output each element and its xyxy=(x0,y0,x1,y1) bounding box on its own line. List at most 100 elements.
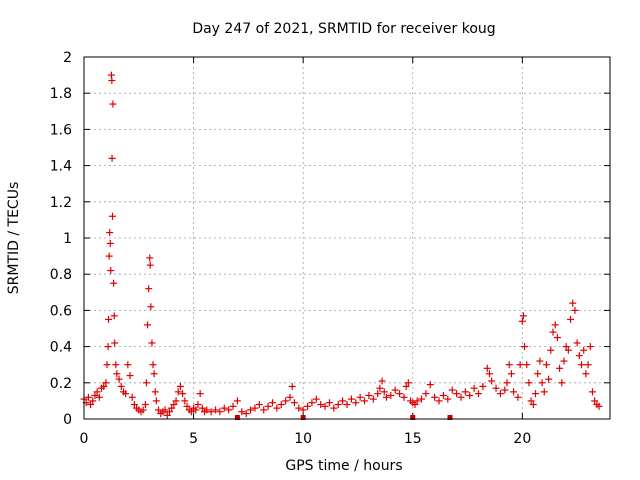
data-point xyxy=(141,401,149,409)
data-point xyxy=(374,390,382,398)
data-point xyxy=(591,397,599,405)
y-tick-label: 2 xyxy=(63,50,72,66)
data-point xyxy=(192,406,200,414)
data-point xyxy=(485,370,493,378)
y-tick-label: 0.4 xyxy=(50,340,72,356)
data-point xyxy=(411,401,419,409)
data-point xyxy=(488,377,496,385)
data-point xyxy=(108,154,116,162)
data-point xyxy=(422,390,430,398)
data-point xyxy=(376,384,384,392)
data-point xyxy=(551,321,559,329)
data-point xyxy=(155,406,163,414)
data-point xyxy=(387,391,395,399)
data-point xyxy=(330,404,338,412)
data-point xyxy=(109,100,117,108)
data-point xyxy=(542,361,550,369)
y-tick-label: 1.8 xyxy=(50,86,72,102)
x-axis-label: GPS time / hours xyxy=(285,458,402,474)
data-point xyxy=(582,370,590,378)
data-point xyxy=(391,386,399,394)
data-point xyxy=(187,408,195,416)
data-point xyxy=(102,379,110,387)
data-point xyxy=(106,229,114,237)
data-point xyxy=(233,397,241,405)
data-point xyxy=(519,312,527,320)
data-point xyxy=(212,406,219,414)
data-point xyxy=(105,252,113,260)
data-point xyxy=(343,401,351,409)
data-point xyxy=(95,393,103,401)
data-point xyxy=(181,397,189,405)
data-point xyxy=(501,386,509,394)
data-point xyxy=(203,406,211,414)
x-tick-label: 5 xyxy=(189,431,198,447)
x-tick-label: 15 xyxy=(404,431,422,447)
data-point xyxy=(247,406,255,414)
data-point xyxy=(492,384,500,392)
data-point xyxy=(531,390,539,398)
data-point xyxy=(152,397,160,405)
data-point xyxy=(404,379,412,387)
y-tick-label: 1.2 xyxy=(50,195,72,211)
data-point xyxy=(575,352,583,360)
data-point xyxy=(150,370,158,378)
data-point xyxy=(106,239,114,247)
data-point xyxy=(304,402,312,410)
data-point xyxy=(255,401,263,409)
data-point xyxy=(105,315,113,323)
data-point xyxy=(569,299,577,307)
data-point xyxy=(444,395,452,403)
data-point xyxy=(168,404,176,412)
data-point xyxy=(220,404,228,412)
data-point xyxy=(273,404,281,412)
data-point xyxy=(91,391,99,399)
data-point xyxy=(277,401,285,409)
x-tick-label: 0 xyxy=(80,431,89,447)
data-point xyxy=(586,343,594,351)
data-point xyxy=(242,410,250,418)
data-point xyxy=(453,390,461,398)
data-point xyxy=(84,393,92,401)
x-tick-label: 20 xyxy=(513,431,531,447)
data-point xyxy=(142,379,150,387)
data-point xyxy=(466,391,474,399)
data-point xyxy=(536,357,544,365)
data-point xyxy=(588,388,596,396)
data-point xyxy=(382,393,390,401)
data-point xyxy=(571,306,579,314)
data-point xyxy=(556,364,564,372)
data-point xyxy=(558,379,566,387)
data-point xyxy=(130,401,138,409)
grid-lines xyxy=(84,57,610,419)
data-point xyxy=(196,390,204,398)
data-point xyxy=(198,404,206,412)
data-point xyxy=(183,402,191,410)
data-point xyxy=(527,397,535,405)
data-point xyxy=(147,303,155,311)
data-point xyxy=(174,388,182,396)
data-point xyxy=(369,395,377,403)
data-point xyxy=(299,406,307,414)
data-point xyxy=(325,399,333,407)
data-point xyxy=(540,388,548,396)
data-point xyxy=(553,334,561,342)
data-point xyxy=(496,390,504,398)
data-point xyxy=(365,391,373,399)
data-point xyxy=(165,408,173,416)
data-point xyxy=(483,364,491,372)
data-point xyxy=(163,411,171,419)
data-point xyxy=(356,393,364,401)
data-point xyxy=(238,408,246,416)
data-point xyxy=(567,315,575,323)
data-point xyxy=(100,382,108,390)
gap-marker xyxy=(410,415,416,420)
data-point xyxy=(317,401,325,409)
data-point xyxy=(549,328,557,336)
data-point xyxy=(321,402,329,410)
data-point xyxy=(418,395,426,403)
y-axis-label: SRMTID / TECUs xyxy=(6,182,22,295)
data-point xyxy=(172,397,180,405)
y-tick-label: 1.4 xyxy=(50,159,72,175)
data-point xyxy=(529,401,537,409)
